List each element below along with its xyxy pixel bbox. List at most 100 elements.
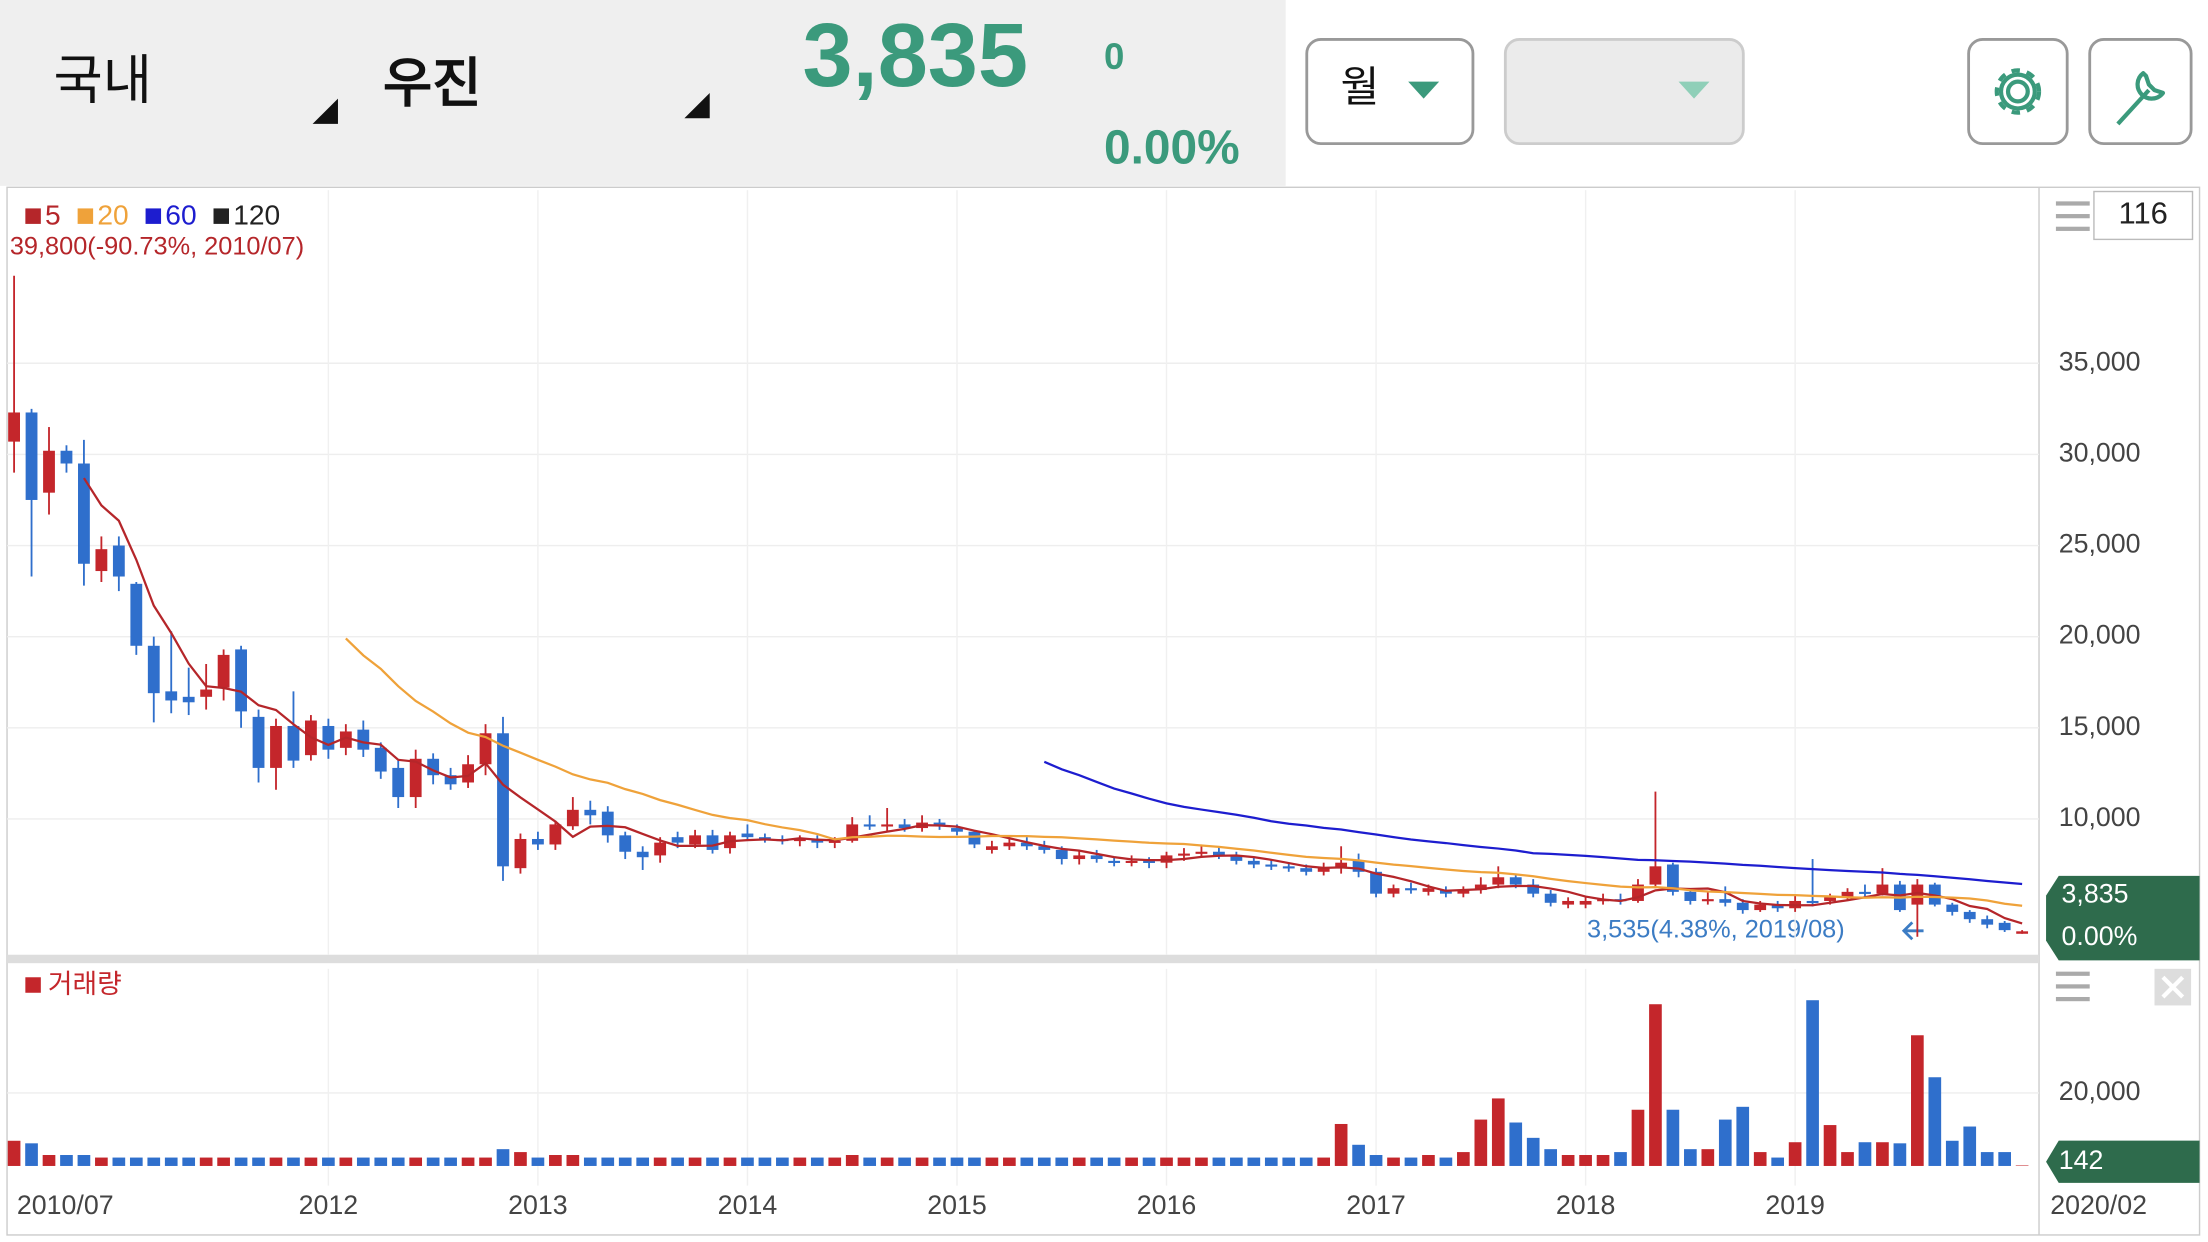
period-select[interactable] [1305,38,1475,146]
y-tick-label: 20,000 [2059,620,2141,650]
x-tick-label: 2019 [1765,1190,1825,1220]
volume-bar [1107,1157,1121,1166]
candle-body [1754,904,1767,911]
volume-bar [1439,1157,1453,1166]
volume-bar [461,1157,475,1166]
candle-body [741,833,754,838]
volume-bar [741,1157,754,1166]
market-select[interactable]: 국내 [54,52,152,111]
volume-bar [828,1157,842,1166]
candle-body [147,645,160,694]
last-volume-box [2046,1140,2200,1183]
legend-swatch [25,977,41,993]
x-tick-label: 2014 [718,1190,778,1220]
candle-body [1963,911,1976,920]
panel-divider [7,954,2040,964]
candle-body [60,450,73,464]
menu-icon[interactable] [2055,201,2090,231]
volume-bar [252,1157,265,1166]
candle-body [1073,855,1086,860]
volume-bar [636,1157,650,1166]
volume-bar [1701,1149,1715,1166]
candle-body [584,809,597,816]
candle-body [514,838,527,869]
last-price: 3,835 [2062,879,2129,909]
y-tick-label: 10,000 [2059,802,2141,832]
candle-body [881,824,894,827]
volume-bar [1282,1157,1296,1166]
candle-body [497,733,509,867]
volume-bar [1404,1157,1418,1166]
chart-frame [6,186,2201,1236]
volume-bar [60,1155,73,1166]
volume-bar [1544,1149,1558,1166]
wrench-icon [2116,71,2166,126]
stock-select[interactable]: 우진 [383,54,481,113]
volume-bar [706,1157,719,1166]
volume-bar [1090,1157,1104,1166]
settings-button[interactable] [1967,38,2069,146]
candle-body [1509,877,1522,885]
last-price-box [2046,875,2200,961]
candle-body [689,835,701,845]
candle-body [1178,853,1190,856]
volume-bar [758,1157,772,1166]
last-volume: 142 [2059,1145,2104,1175]
candle-body [1055,849,1068,860]
volume-bar [164,1157,178,1166]
volume-bar [1142,1157,1156,1166]
candle-body [1719,899,1732,903]
legend-swatch [25,208,41,224]
y-tick-label: 35,000 [2059,346,2141,376]
volume-bar [601,1157,615,1166]
volume-bar [1037,1157,1051,1166]
candle-body [1300,868,1313,872]
volume-bar [1422,1155,1435,1166]
volume-bar [1334,1123,1348,1166]
volume-bar [1684,1149,1697,1166]
candle-body [898,824,911,829]
volume-bar [776,1157,789,1166]
volume-bar [898,1157,911,1166]
sub-arrow [1678,81,1710,99]
volume-bar [531,1157,545,1166]
change-pct: 0.00% [1104,121,1240,174]
volume-bar [1579,1155,1592,1166]
volume-bar [496,1149,510,1166]
candle-body [619,835,632,852]
candle-body [217,654,230,688]
volume-bar [1753,1152,1767,1166]
volume-bar [287,1157,300,1166]
candle-body [1579,900,1592,905]
candle-body [549,824,562,845]
candle-body [654,842,667,856]
candle-body [1527,884,1540,894]
candle-body [1632,884,1644,901]
candle-body [1143,860,1155,863]
volume-bar [1299,1157,1313,1166]
x-tick-label: 2013 [508,1190,568,1220]
candle-body [1492,877,1505,885]
candle-body [1457,890,1470,894]
candle-body [1335,862,1348,869]
volume-bar [1387,1157,1400,1166]
volume-bar [915,1157,929,1166]
volume-bar [25,1143,38,1166]
candle-body [1824,897,1836,901]
y-tick-label: 15,000 [2059,711,2141,741]
candle-body [95,549,108,572]
candle-body [270,725,282,768]
candle-body [1003,842,1016,847]
count-box[interactable] [2093,190,2194,241]
volume-bar [1369,1155,1383,1166]
candle-body [1317,868,1330,872]
menu-icon[interactable] [2055,971,2090,1002]
sub-select[interactable] [1503,38,1745,146]
volume-bar [1666,1109,1680,1166]
x-tick-label: 2017 [1346,1190,1406,1220]
candle-body [1998,922,2011,931]
candle-body [1684,891,1697,901]
candle-body [1666,864,1679,892]
candle-body [636,851,649,858]
y-tick-label: 25,000 [2059,529,2141,559]
